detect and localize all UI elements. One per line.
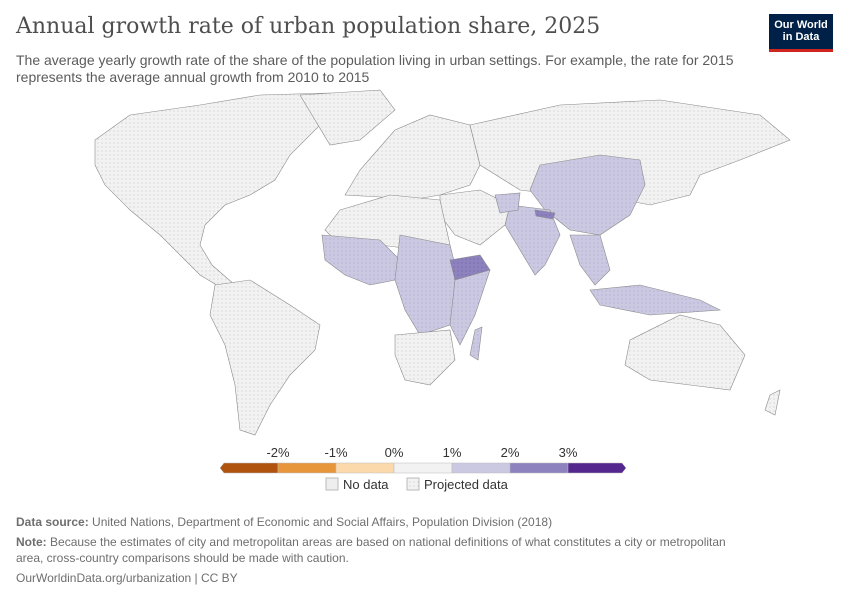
source-label: Data source: bbox=[16, 515, 89, 529]
legend-tick: 0% bbox=[385, 445, 404, 460]
legend-bin[interactable] bbox=[277, 462, 337, 474]
east-africa[interactable] bbox=[449, 269, 491, 346]
southern-africa[interactable] bbox=[394, 329, 456, 386]
legend-bin[interactable] bbox=[393, 462, 453, 474]
world-map[interactable] bbox=[0, 85, 850, 440]
central-africa[interactable] bbox=[394, 234, 461, 336]
projected-label: Projected data bbox=[424, 477, 509, 492]
south-america[interactable] bbox=[209, 279, 321, 436]
chart-title: Annual growth rate of urban population s… bbox=[16, 14, 601, 39]
north-america[interactable] bbox=[94, 92, 331, 291]
legend-tick: -1% bbox=[324, 445, 348, 460]
no-data-label: No data bbox=[343, 477, 389, 492]
legend-bin[interactable] bbox=[451, 462, 511, 474]
greenland[interactable] bbox=[299, 89, 396, 146]
legend-bin[interactable] bbox=[335, 462, 395, 474]
southeast-asia[interactable] bbox=[569, 234, 611, 286]
afghanistan[interactable] bbox=[494, 192, 521, 214]
source-text: United Nations, Department of Economic a… bbox=[92, 515, 553, 529]
china[interactable] bbox=[529, 154, 646, 236]
data-source: Data source: United Nations, Department … bbox=[16, 514, 552, 530]
australia[interactable] bbox=[624, 314, 746, 391]
madagascar[interactable] bbox=[469, 326, 483, 361]
legend-bin[interactable] bbox=[509, 462, 569, 474]
map-legend: -2% -1% 0% 1% 2% 3% No data Projected data bbox=[219, 444, 640, 499]
nepal[interactable] bbox=[534, 209, 556, 220]
legend-tick: 3% bbox=[559, 445, 578, 460]
legend-tick: -2% bbox=[266, 445, 290, 460]
new-zealand[interactable] bbox=[764, 389, 781, 416]
projected-swatch bbox=[406, 477, 420, 491]
note: Note: Because the estimates of city and … bbox=[16, 534, 736, 566]
owid-logo[interactable]: Our World in Data bbox=[769, 14, 833, 52]
source-link[interactable]: OurWorldinData.org/urbanization | CC BY bbox=[16, 571, 238, 585]
note-label: Note: bbox=[16, 535, 47, 549]
legend-bin[interactable] bbox=[567, 462, 627, 474]
west-africa[interactable] bbox=[321, 234, 401, 286]
legend-tick: 1% bbox=[443, 445, 462, 460]
no-data-swatch bbox=[325, 477, 339, 491]
legend-bar: -2% -1% 0% 1% 2% 3% No data Projected data bbox=[219, 445, 627, 492]
logo-text: Our World in Data bbox=[774, 19, 828, 43]
note-text: Because the estimates of city and metrop… bbox=[16, 535, 726, 565]
legend-bin[interactable] bbox=[219, 462, 279, 474]
legend-tick: 2% bbox=[501, 445, 520, 460]
chart-subtitle: The average yearly growth rate of the sh… bbox=[16, 52, 734, 85]
indonesia[interactable] bbox=[589, 284, 722, 316]
